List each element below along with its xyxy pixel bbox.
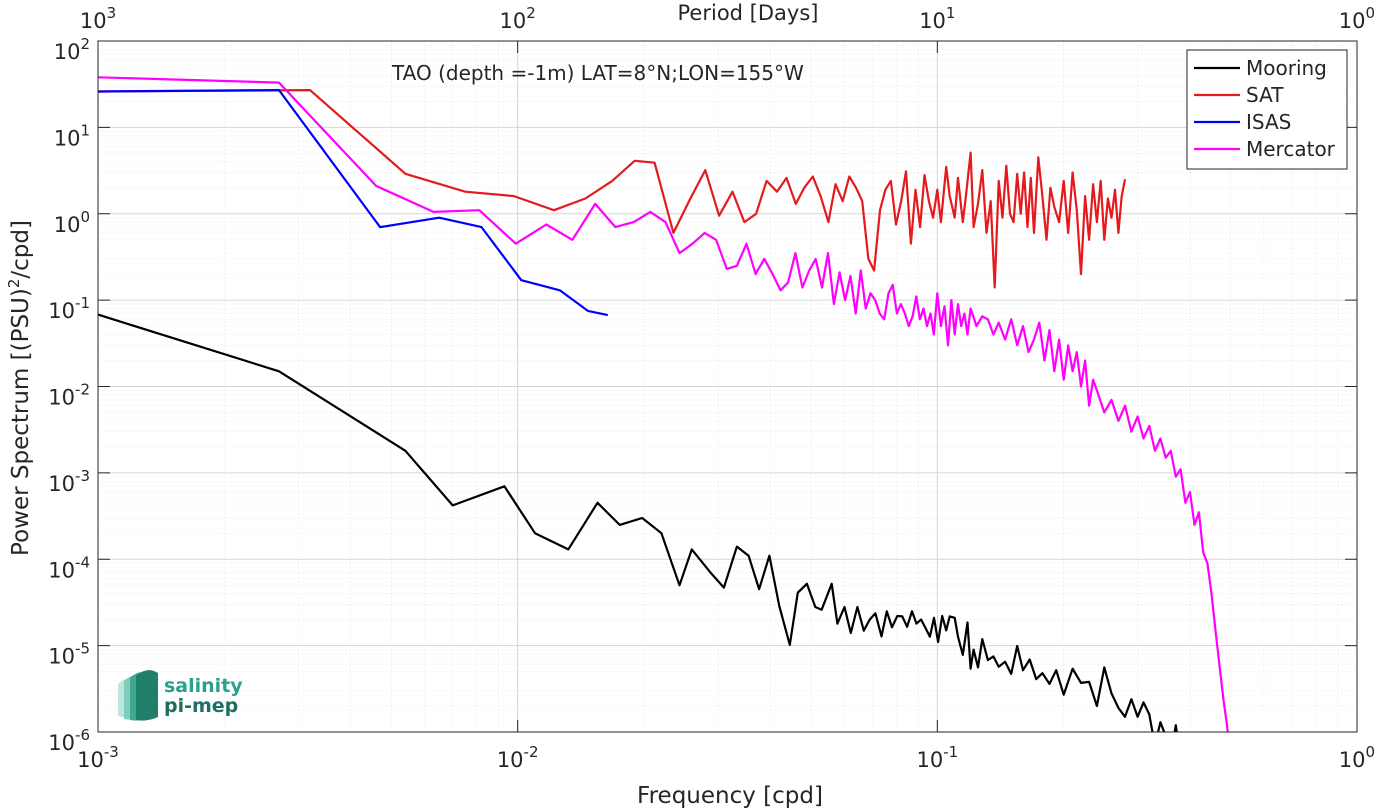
x-tick-label: 10-2 xyxy=(497,743,539,772)
x-tick-label-base: 10 xyxy=(497,748,524,772)
legend-label-sat: SAT xyxy=(1246,83,1284,107)
y-tick-label: 10-6 xyxy=(48,726,90,755)
y-tick-label-base: 10 xyxy=(48,731,75,755)
top-tick-label-base: 10 xyxy=(500,9,527,33)
y-axis-label-main: Power Spectrum [(PSU) xyxy=(8,288,34,556)
series-lines xyxy=(98,76,1229,732)
y-tick-label-base: 10 xyxy=(48,386,75,410)
y-tick-label-base: 10 xyxy=(54,126,81,150)
x-tick-label-exponent: -2 xyxy=(524,743,539,761)
y-tick-label-exponent: -3 xyxy=(75,467,90,485)
y-tick-label-base: 10 xyxy=(48,472,75,496)
grid-lines xyxy=(97,40,1358,733)
y-tick-label-base: 10 xyxy=(48,299,75,323)
x-tick-label-exponent: -3 xyxy=(104,743,119,761)
logo-text-salinity: salinity xyxy=(164,675,243,697)
x-axis-label: Frequency [cpd] xyxy=(637,783,823,809)
x-tick-label-exponent: -1 xyxy=(943,743,958,761)
top-tick-label: 103 xyxy=(80,4,116,33)
x-tick-label: 10-3 xyxy=(77,743,119,772)
y-tick-label: 100 xyxy=(54,208,90,237)
y-tick-label: 10-3 xyxy=(48,467,90,496)
y-tick-label-exponent: -2 xyxy=(75,381,90,399)
top-tick-label-base: 10 xyxy=(80,9,107,33)
series-line-isas xyxy=(98,88,609,317)
y-tick-label: 101 xyxy=(54,121,90,150)
chart-title: TAO (depth =-1m) LAT=8°N;LON=155°W xyxy=(391,61,804,85)
legend-box xyxy=(1186,49,1348,170)
logo-mark-icon xyxy=(118,670,158,721)
x-tick-label-base: 10 xyxy=(916,748,943,772)
y-tick-label-base: 10 xyxy=(48,558,75,582)
x-tick-label: 100 xyxy=(1339,743,1375,772)
x-tick-label: 10-1 xyxy=(916,743,958,772)
top-tick-label-base: 10 xyxy=(1339,9,1366,33)
y-tick-label: 10-5 xyxy=(48,640,90,669)
x-tick-label-exponent: 0 xyxy=(1365,743,1375,761)
y-tick-label-exponent: -5 xyxy=(75,640,90,658)
y-tick-label-base: 10 xyxy=(54,40,81,64)
top-tick-label-exponent: 1 xyxy=(946,4,956,22)
legend-label-isas: ISAS xyxy=(1246,110,1291,134)
y-tick-label-exponent: 2 xyxy=(80,35,90,53)
y-tick-label-exponent: 1 xyxy=(80,121,90,139)
y-axis-label-superscript: 2 xyxy=(5,279,23,289)
legend-label-mercator: Mercator xyxy=(1246,137,1336,161)
logo-text-pi-mep: pi-mep xyxy=(164,695,238,717)
x-tick-label-base: 10 xyxy=(1339,748,1366,772)
y-tick-label-exponent: -4 xyxy=(75,553,90,571)
top-tick-label-exponent: 0 xyxy=(1365,4,1375,22)
top-tick-label-exponent: 3 xyxy=(107,4,117,22)
y-tick-label-base: 10 xyxy=(54,213,81,237)
top-axis-label: Period [Days] xyxy=(678,1,819,25)
y-tick-label: 10-4 xyxy=(48,553,90,582)
y-tick-label-exponent: -6 xyxy=(75,726,90,744)
top-tick-label: 101 xyxy=(919,4,955,33)
series-line-mooring xyxy=(98,313,1178,732)
y-axis-label-unit: /cpd] xyxy=(8,220,34,279)
top-tick-label-exponent: 2 xyxy=(526,4,536,22)
axis-ticks xyxy=(97,40,1358,733)
x-tick-label-base: 10 xyxy=(77,748,104,772)
top-tick-label: 100 xyxy=(1339,4,1375,33)
legend-label-mooring: Mooring xyxy=(1246,56,1327,80)
legend: Mooring SAT ISAS Mercator xyxy=(1186,49,1348,170)
top-tick-label: 102 xyxy=(500,4,536,33)
top-tick-label-base: 10 xyxy=(919,9,946,33)
y-tick-label: 10-1 xyxy=(48,294,90,323)
y-tick-label-exponent: 0 xyxy=(80,208,90,226)
y-tick-label-base: 10 xyxy=(48,645,75,669)
series-line-mercator xyxy=(98,76,1229,732)
y-tick-label: 10-2 xyxy=(48,381,90,410)
y-tick-label: 102 xyxy=(54,35,90,64)
y-tick-label-exponent: -1 xyxy=(75,294,90,312)
y-axis-label: Power Spectrum [(PSU)2/cpd] xyxy=(5,220,34,556)
salinity-pi-mep-logo: salinity pi-mep xyxy=(118,670,243,721)
series-line-sat xyxy=(98,88,1127,289)
